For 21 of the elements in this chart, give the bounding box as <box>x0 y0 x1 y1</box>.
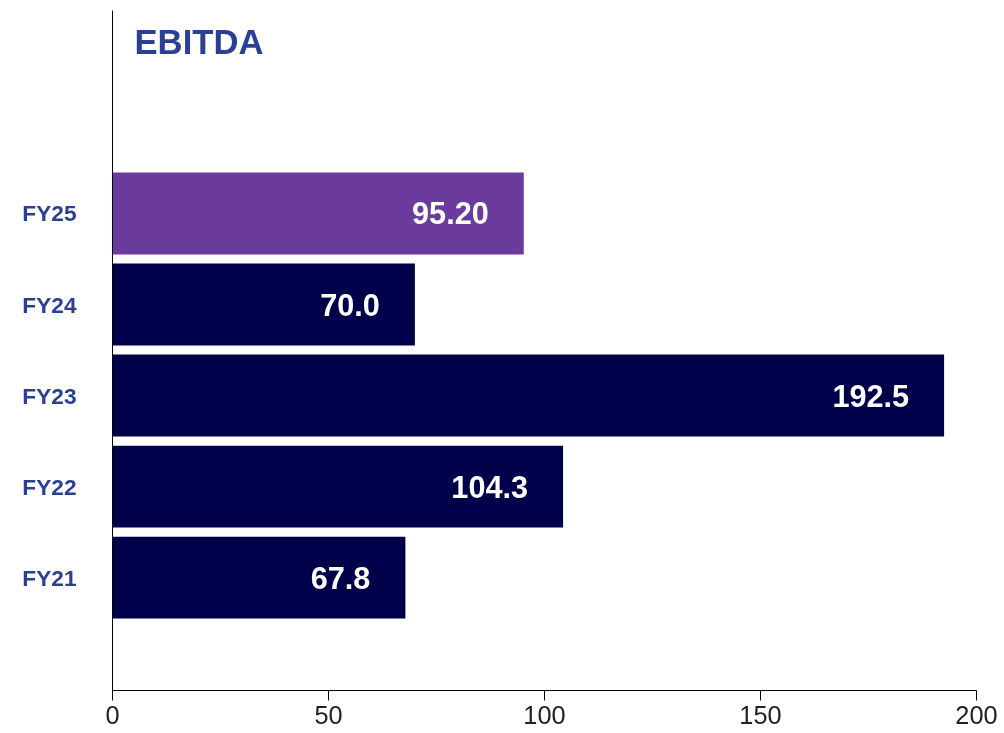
bar <box>112 263 415 346</box>
x-tick-label: 100 <box>523 700 566 729</box>
data-label: 95.20 <box>412 196 489 231</box>
x-tick-label: 0 <box>105 700 120 729</box>
bar <box>112 536 406 619</box>
data-label: 70.0 <box>320 287 380 322</box>
bar <box>112 172 524 255</box>
x-tick-label: 200 <box>955 700 998 729</box>
data-label: 192.5 <box>832 378 910 413</box>
y-tick-label: FY25 <box>22 200 77 227</box>
bar <box>112 354 945 437</box>
chart-title: EBITDA <box>134 22 264 61</box>
x-tick-label: 150 <box>739 700 782 729</box>
y-tick-label: FY22 <box>22 473 77 500</box>
x-tick-label: 50 <box>314 700 343 729</box>
y-tick-label: FY21 <box>22 564 77 591</box>
y-tick-label: FY23 <box>22 382 77 409</box>
bar <box>112 445 564 528</box>
y-tick-label: FY24 <box>22 291 77 318</box>
data-label: 104.3 <box>451 469 529 504</box>
data-label: 67.8 <box>310 560 371 595</box>
